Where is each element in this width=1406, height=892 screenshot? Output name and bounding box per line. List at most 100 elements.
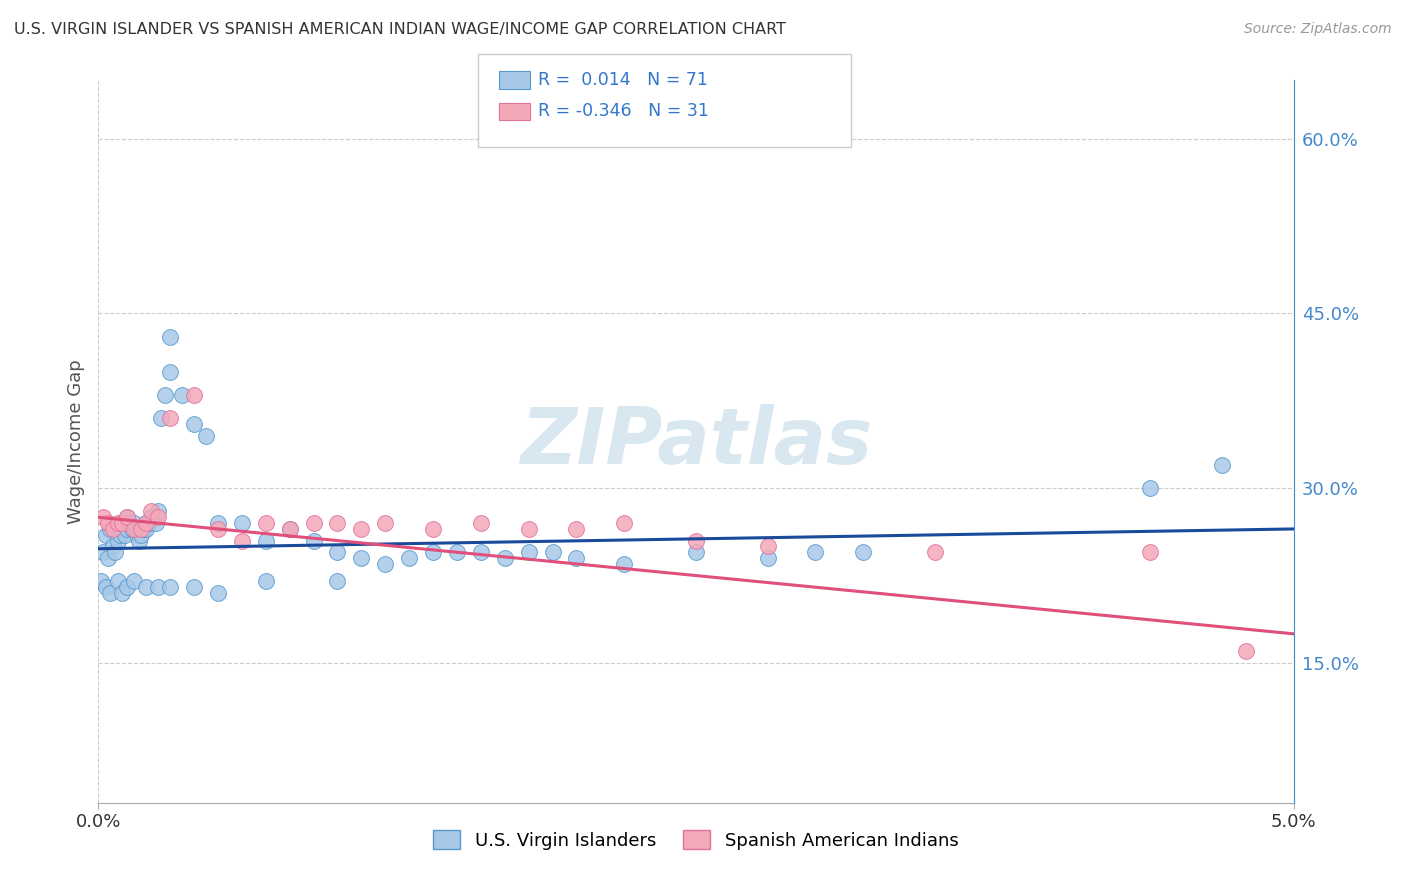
Point: [118, 516, 141, 530]
Point: [422, 522, 444, 536]
Point: [138, 516, 160, 530]
Point: [111, 516, 134, 530]
Point: [135, 516, 157, 530]
Point: [517, 545, 540, 559]
Point: [470, 545, 492, 559]
Point: [101, 522, 124, 536]
Point: [155, 388, 177, 402]
Point: [111, 586, 134, 600]
Point: [115, 522, 138, 536]
Text: ZIPatlas: ZIPatlas: [520, 403, 872, 480]
Point: [207, 586, 229, 600]
Point: [98, 522, 122, 536]
Point: [374, 516, 396, 530]
Point: [148, 510, 170, 524]
Point: [374, 557, 396, 571]
Point: [139, 510, 162, 524]
Point: [124, 522, 146, 536]
Point: [111, 516, 134, 530]
Point: [231, 516, 253, 530]
Point: [97, 551, 120, 566]
Point: [1211, 458, 1233, 472]
Point: [149, 411, 172, 425]
Point: [107, 516, 129, 530]
Point: [131, 522, 153, 536]
Point: [90, 574, 112, 589]
Point: [470, 516, 492, 530]
Point: [685, 533, 707, 548]
Point: [128, 533, 150, 548]
Point: [125, 528, 148, 542]
Legend: U.S. Virgin Islanders, Spanish American Indians: U.S. Virgin Islanders, Spanish American …: [425, 822, 967, 859]
Point: [398, 551, 420, 566]
Point: [326, 545, 349, 559]
Point: [565, 522, 588, 536]
Point: [613, 516, 636, 530]
Point: [183, 417, 205, 431]
Point: [804, 545, 827, 559]
Point: [124, 574, 146, 589]
Point: [172, 388, 194, 402]
Point: [135, 580, 157, 594]
Point: [104, 545, 127, 559]
Point: [159, 580, 181, 594]
Point: [111, 522, 134, 536]
Point: [135, 522, 157, 536]
Point: [613, 557, 636, 571]
Point: [115, 510, 138, 524]
Point: [107, 533, 129, 548]
Point: [115, 580, 138, 594]
Point: [195, 428, 218, 442]
Point: [91, 510, 114, 524]
Text: U.S. VIRGIN ISLANDER VS SPANISH AMERICAN INDIAN WAGE/INCOME GAP CORRELATION CHAR: U.S. VIRGIN ISLANDER VS SPANISH AMERICAN…: [14, 22, 786, 37]
Point: [108, 528, 131, 542]
Point: [159, 365, 181, 379]
Text: R = -0.346   N = 31: R = -0.346 N = 31: [538, 103, 710, 120]
Point: [302, 516, 325, 530]
Point: [565, 551, 588, 566]
Point: [254, 516, 277, 530]
Point: [446, 545, 468, 559]
Point: [124, 516, 146, 530]
Point: [94, 528, 117, 542]
Point: [326, 574, 349, 589]
Point: [139, 504, 162, 518]
Point: [183, 580, 205, 594]
Text: R =  0.014   N = 71: R = 0.014 N = 71: [538, 71, 709, 89]
Point: [517, 522, 540, 536]
Point: [1139, 545, 1161, 559]
Point: [131, 528, 153, 542]
Point: [107, 574, 129, 589]
Point: [422, 545, 444, 559]
Point: [114, 528, 136, 542]
Point: [135, 516, 157, 530]
Point: [924, 545, 946, 559]
Point: [97, 516, 120, 530]
Point: [94, 580, 117, 594]
Point: [148, 580, 170, 594]
Point: [254, 533, 277, 548]
Point: [101, 540, 124, 554]
Point: [98, 586, 122, 600]
Point: [278, 522, 301, 536]
Point: [494, 551, 516, 566]
Point: [350, 522, 373, 536]
Point: [183, 388, 205, 402]
Point: [132, 522, 155, 536]
Point: [207, 516, 229, 530]
Point: [207, 522, 229, 536]
Point: [159, 411, 181, 425]
Point: [254, 574, 277, 589]
Point: [91, 545, 114, 559]
Point: [326, 516, 349, 530]
Point: [350, 551, 373, 566]
Point: [1139, 481, 1161, 495]
Point: [685, 545, 707, 559]
Point: [302, 533, 325, 548]
Point: [145, 516, 167, 530]
Text: Source: ZipAtlas.com: Source: ZipAtlas.com: [1244, 22, 1392, 37]
Point: [231, 533, 253, 548]
Point: [159, 329, 181, 343]
Point: [142, 510, 165, 524]
Point: [756, 540, 779, 554]
